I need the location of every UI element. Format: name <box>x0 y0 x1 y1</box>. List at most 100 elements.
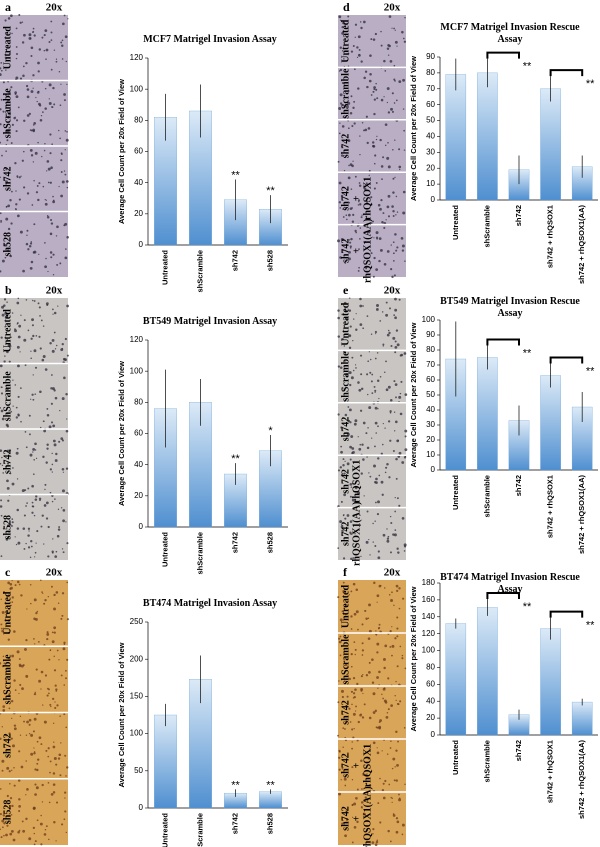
cell <box>358 53 360 56</box>
cell <box>54 396 58 400</box>
cell <box>14 584 17 587</box>
cell <box>53 757 57 760</box>
cell <box>35 457 38 459</box>
cell <box>344 309 348 313</box>
cell <box>5 205 8 208</box>
cell <box>52 791 56 794</box>
cell <box>19 387 22 390</box>
magnification: 20x <box>384 567 401 579</box>
cell <box>376 642 380 646</box>
cell <box>48 83 52 87</box>
micrograph <box>338 298 406 560</box>
cell <box>48 692 50 695</box>
cell <box>25 817 28 821</box>
cell <box>350 188 353 190</box>
cell <box>4 311 8 315</box>
cell <box>47 525 50 529</box>
cell <box>55 801 59 804</box>
cell <box>7 17 11 20</box>
cell <box>372 220 375 223</box>
cell <box>51 631 54 634</box>
cell <box>12 379 14 381</box>
cell <box>51 338 55 342</box>
cell <box>375 88 378 91</box>
cell <box>66 658 69 661</box>
cell <box>49 342 52 345</box>
cell <box>60 194 63 198</box>
cell <box>350 486 353 488</box>
cell <box>11 580 13 582</box>
cell <box>378 259 381 263</box>
cell <box>27 546 31 549</box>
cell <box>380 480 384 484</box>
cell <box>369 475 372 478</box>
cell <box>36 762 39 765</box>
cell <box>58 659 60 661</box>
cell <box>43 429 47 433</box>
cell <box>396 45 398 47</box>
cell <box>62 471 64 473</box>
cell <box>49 152 52 155</box>
cell <box>394 694 396 697</box>
cell <box>389 411 392 414</box>
image-label: sh742 <box>2 167 13 191</box>
cell <box>2 655 5 658</box>
cell <box>395 779 398 782</box>
bar <box>477 357 498 471</box>
cell <box>7 99 10 102</box>
cell <box>27 329 30 332</box>
cell <box>7 594 10 597</box>
y-tick-label: 40 <box>134 460 143 469</box>
cell <box>44 598 47 602</box>
image-label: + <box>351 815 362 821</box>
cell <box>342 514 345 517</box>
cell <box>352 160 354 162</box>
cell <box>39 118 43 122</box>
cell <box>3 298 7 301</box>
cell <box>31 511 34 514</box>
cell <box>395 749 398 752</box>
cell <box>28 33 32 37</box>
cell <box>390 704 393 707</box>
cell <box>2 590 6 594</box>
cell <box>44 829 47 831</box>
cell <box>53 821 56 824</box>
cell <box>54 459 58 462</box>
cell <box>62 357 66 361</box>
cell <box>1 759 5 763</box>
cell <box>351 747 354 750</box>
cell <box>36 184 39 187</box>
y-axis-label: Average Cell Count per 20x Field of View <box>117 642 126 787</box>
cell <box>7 656 11 660</box>
cell <box>357 436 359 438</box>
cell <box>7 524 10 527</box>
cell <box>33 34 36 37</box>
cell <box>351 728 354 731</box>
cell <box>337 239 340 243</box>
cell <box>36 530 39 533</box>
cell <box>377 687 379 689</box>
significance-bracket <box>486 51 520 59</box>
cell <box>7 227 11 231</box>
cell <box>379 777 381 780</box>
cell <box>31 484 34 488</box>
cell <box>62 509 66 512</box>
cell <box>395 195 398 198</box>
cell <box>9 523 12 526</box>
cell <box>41 801 44 803</box>
cell <box>43 34 46 37</box>
cell <box>344 413 348 417</box>
cell <box>378 397 380 400</box>
cell <box>350 50 354 53</box>
cell <box>378 474 381 477</box>
cell <box>374 357 377 360</box>
cell <box>53 669 57 672</box>
cell <box>392 241 395 244</box>
cell <box>46 687 49 690</box>
cell <box>367 427 369 429</box>
image-label: rhQSOX1(AA) <box>362 219 373 283</box>
cell <box>382 782 385 785</box>
cell <box>52 538 54 540</box>
cell <box>348 408 352 412</box>
cell <box>7 95 10 98</box>
